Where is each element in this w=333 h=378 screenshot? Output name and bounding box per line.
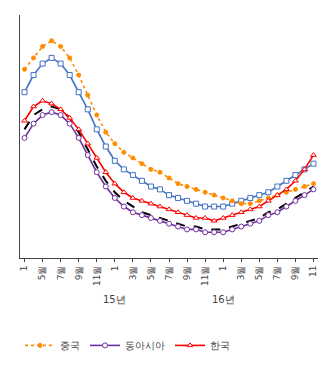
svg-text:15년: 15년 xyxy=(103,294,126,305)
svg-text:1: 1 xyxy=(19,266,29,272)
svg-text:5월: 5월 xyxy=(146,266,156,281)
svg-text:5월: 5월 xyxy=(38,266,48,281)
svg-text:동아시아: 동아시아 xyxy=(125,340,165,351)
svg-text:3월: 3월 xyxy=(236,266,246,281)
svg-text:11월: 11월 xyxy=(92,266,102,286)
svg-text:5월: 5월 xyxy=(254,266,264,281)
svg-text:9월: 9월 xyxy=(290,266,300,281)
svg-text:9월: 9월 xyxy=(74,266,84,281)
svg-text:3월: 3월 xyxy=(128,266,138,281)
svg-text:한국: 한국 xyxy=(210,340,230,351)
svg-text:16년: 16년 xyxy=(212,294,235,305)
svg-text:7월: 7월 xyxy=(164,266,174,281)
svg-text:중국: 중국 xyxy=(60,340,80,351)
svg-text:11: 11 xyxy=(308,266,318,277)
svg-text:9월: 9월 xyxy=(182,266,192,281)
svg-text:1: 1 xyxy=(110,266,120,272)
svg-text:1: 1 xyxy=(218,266,228,272)
svg-text:7월: 7월 xyxy=(272,266,282,281)
svg-text:11월: 11월 xyxy=(200,266,210,286)
svg-text:7월: 7월 xyxy=(56,266,66,281)
